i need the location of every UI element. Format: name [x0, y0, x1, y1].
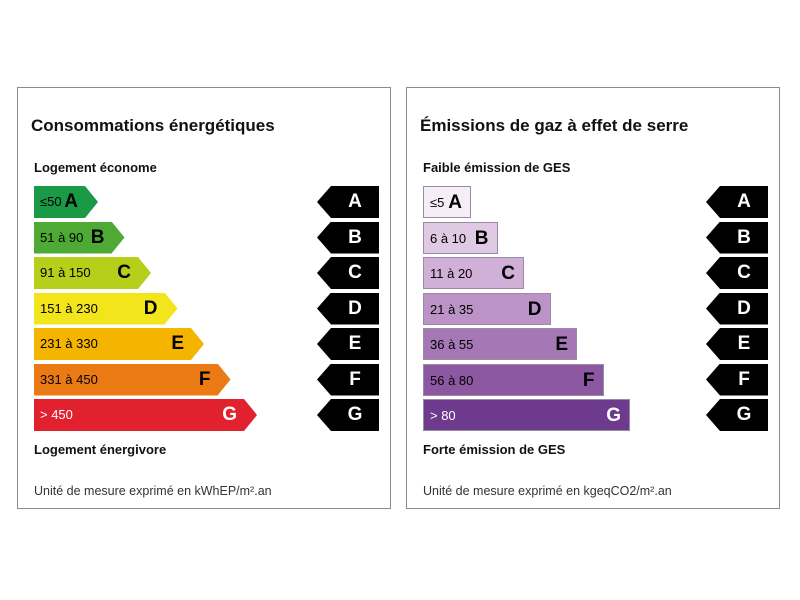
ghg-bars: ≤5 A A 6 à 10 B B 11 à 20 C C 21 à 35 D D 36 à 55 E E 5… [407, 88, 779, 508]
scale-tag-d: D [706, 292, 768, 325]
scale-tag-letter: E [348, 333, 362, 354]
scale-tag-letter: B [348, 226, 362, 248]
rating-bar-e: 36 à 55 E [423, 328, 577, 360]
rating-bar-b: 51 à 90 B [34, 222, 125, 254]
rating-bar-d: 151 à 230 D [34, 293, 178, 325]
scale-tag-letter: A [348, 191, 362, 212]
rating-bar-f: 56 à 80 F [423, 363, 604, 396]
rating-letter: B [90, 226, 105, 248]
energy-consumption-panel: Consommations énergétiques Logement écon… [17, 87, 391, 509]
unit-note: Unité de mesure exprimé en kgeqCO2/m².an [423, 484, 672, 498]
scale-tag-letter: E [737, 333, 751, 354]
rating-letter: G [222, 404, 237, 425]
scale-tag-c: C [317, 257, 379, 289]
unit-note: Unité de mesure exprimé en kWhEP/m².an [34, 484, 272, 498]
rating-range-label: 231 à 330 [40, 336, 98, 351]
rating-range-label: 51 à 90 [40, 229, 84, 245]
rating-letter: C [501, 263, 515, 284]
panel-title: Consommations énergétiques [31, 116, 275, 135]
rating-range-label: ≤5 [430, 195, 445, 210]
scale-tag-e: E [317, 328, 379, 360]
panel-title: Émissions de gaz à effet de serre [420, 116, 689, 135]
rating-range-label: 6 à 10 [430, 230, 467, 246]
rating-bar-c: 91 à 150 C [34, 257, 151, 289]
rating-letter: G [606, 405, 621, 426]
rating-bar-f: 331 à 450 F [34, 364, 231, 396]
scale-bottom-label: Forte émission de GES [423, 442, 566, 457]
rating-range-label: 56 à 80 [430, 372, 474, 388]
scale-bottom-label: Logement énergivore [34, 442, 167, 457]
scale-tag-letter: D [348, 297, 362, 319]
scale-tag-g: G [317, 399, 379, 431]
rating-range-label: 36 à 55 [430, 337, 474, 352]
scale-tag-letter: G [347, 404, 363, 425]
rating-range-label: 11 à 20 [430, 266, 473, 281]
scale-tag-letter: C [737, 262, 751, 283]
rating-range-label: 331 à 450 [40, 371, 98, 387]
scale-tag-letter: F [349, 368, 361, 390]
scale-tag-letter: A [737, 191, 751, 212]
rating-range-label: 151 à 230 [40, 300, 98, 316]
rating-letter: C [117, 262, 131, 283]
scale-top-label: Logement économe [34, 160, 157, 175]
rating-letter: F [198, 368, 211, 390]
scale-tag-c: C [706, 257, 768, 289]
rating-bar-g: > 80 G [423, 399, 630, 431]
scale-top-label: Faible émission de GES [423, 160, 571, 175]
scale-tag-letter: C [348, 262, 362, 283]
scale-tag-f: F [706, 363, 768, 396]
rating-letter: A [64, 191, 78, 212]
scale-tag-a: A [317, 186, 379, 218]
rating-range-label: ≤50 [40, 194, 62, 209]
scale-tag-letter: B [737, 226, 751, 248]
rating-range-label: > 80 [430, 408, 456, 423]
rating-letter: F [582, 369, 595, 391]
scale-tag-d: D [317, 292, 379, 325]
scale-tag-f: F [317, 363, 379, 396]
scale-tag-e: E [706, 328, 768, 360]
rating-letter: B [474, 227, 489, 249]
rating-bar-e: 231 à 330 E [34, 328, 204, 360]
scale-tag-b: B [706, 221, 768, 254]
rating-bar-g: > 450 G [34, 399, 257, 431]
rating-letter: E [171, 333, 184, 354]
rating-letter: A [448, 192, 462, 213]
rating-letter: E [555, 334, 568, 355]
rating-bar-a: ≤5 A [423, 186, 471, 218]
rating-bar-b: 6 à 10 B [423, 221, 498, 254]
ghg-emissions-panel: Émissions de gaz à effet de serre Faible… [406, 87, 780, 509]
energy-bars: ≤50 A A 51 à 90 B B 91 à 150 C C 151 à 230 D D 231 à… [18, 88, 390, 508]
scale-tag-letter: D [737, 297, 751, 319]
rating-bar-a: ≤50 A [34, 186, 98, 218]
rating-range-label: 21 à 35 [430, 301, 474, 317]
rating-letter: D [143, 297, 158, 319]
scale-tag-letter: F [738, 368, 750, 390]
scale-tag-b: B [317, 221, 379, 254]
scale-tag-a: A [706, 186, 768, 218]
rating-bar-d: 21 à 35 D [423, 292, 551, 325]
rating-letter: D [527, 298, 542, 320]
rating-range-label: > 450 [40, 407, 73, 422]
rating-bar-c: 11 à 20 C [423, 257, 524, 289]
scale-tag-g: G [706, 399, 768, 431]
rating-range-label: 91 à 150 [40, 265, 91, 280]
scale-tag-letter: G [736, 404, 752, 425]
